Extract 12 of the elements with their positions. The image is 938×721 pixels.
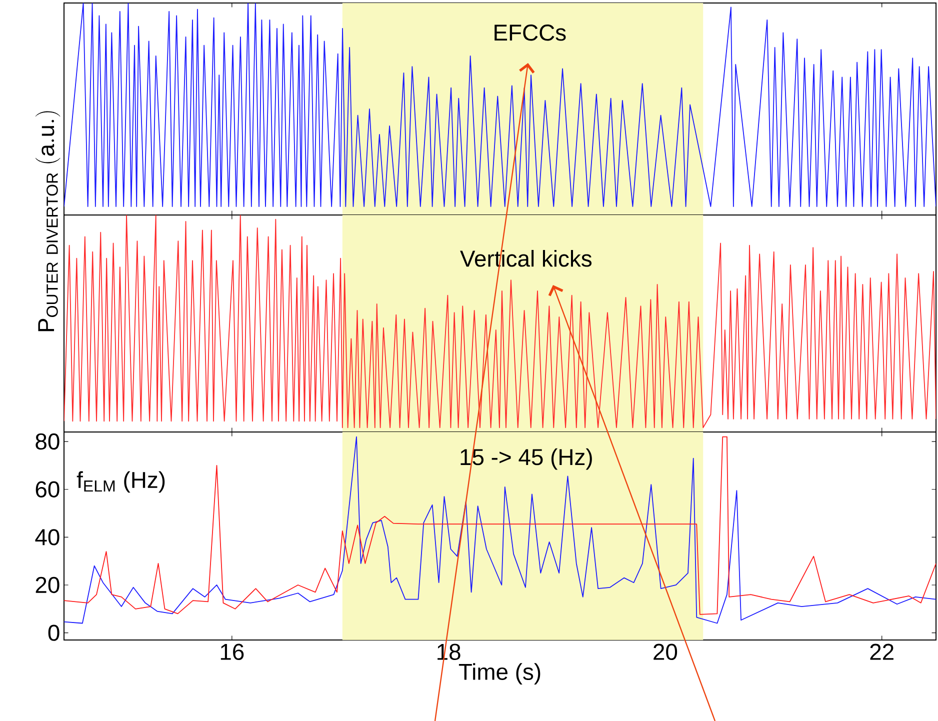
y-tick-label: 40	[35, 529, 60, 546]
y-tick-label: 60	[36, 481, 60, 498]
x-tick-label: 16	[220, 644, 244, 660]
y-tick-label: 80	[36, 433, 60, 450]
y-tick-label: 0	[48, 624, 60, 641]
x-tick-label: 20	[654, 644, 678, 660]
x-axis-title: Time (s)	[458, 663, 540, 685]
y-tick-label: 20	[36, 576, 60, 594]
annotation: f$_{ELM}$ (Hz)	[76, 471, 165, 493]
x-tick-label: 22	[870, 644, 894, 660]
y-axis-title: $\mathrm{P_{OUTER\ DIVERTOR}\ (a.u.)}$	[35, 111, 60, 332]
annotation: EFCCs	[494, 24, 566, 41]
